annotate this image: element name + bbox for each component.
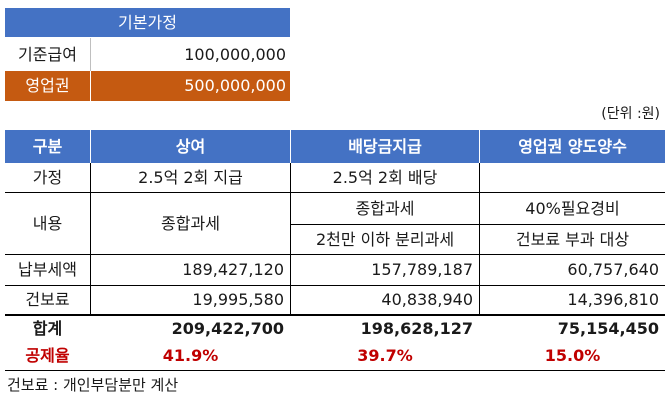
row-tax-dividend: 157,789,187 [371, 260, 473, 279]
grid-line [5, 285, 665, 286]
assumptions-title: 기본가정 [5, 8, 290, 37]
grid-line [5, 254, 665, 255]
grid-line-total-separator [5, 314, 665, 316]
row-deduction-dividend: 39.7% [357, 346, 413, 365]
assumptions-title-text: 기본가정 [118, 12, 177, 32]
row-assumption-label: 가정 [32, 167, 63, 187]
grid-vline [290, 163, 291, 314]
assumption-value-base-salary: 100,000,000 [184, 44, 286, 64]
row-content-label: 내용 [32, 213, 63, 233]
grid-line [5, 192, 665, 193]
row-deduction-bonus: 41.9% [162, 346, 219, 365]
grid-vline [479, 163, 480, 314]
row-total-goodwill: 75,154,450 [557, 319, 659, 338]
row-health-goodwill: 14,396,810 [567, 290, 659, 309]
row-health-label: 건보료 [25, 290, 70, 309]
footnote: 건보료 : 개인부담분만 계산 [7, 376, 179, 394]
grid-vline [90, 163, 91, 314]
grid-line [291, 224, 665, 225]
row-content-goodwill-line2: 건보료 부과 대상 [515, 229, 630, 249]
row-content-dividend-line1: 종합과세 [355, 198, 415, 218]
row-content-goodwill-line1: 40%필요경비 [525, 198, 620, 218]
row-health-dividend: 40,838,940 [381, 290, 473, 309]
row-assumption-bonus: 2.5억 2회 지급 [138, 167, 243, 187]
table-header-row [5, 130, 665, 163]
row-tax-label: 납부세액 [18, 260, 77, 279]
row-health-bonus: 19,995,580 [192, 290, 284, 309]
row-total-dividend: 198,628,127 [360, 319, 473, 338]
row-total-bonus: 209,422,700 [171, 319, 284, 338]
assumption-label-goodwill: 영업권 [5, 71, 90, 101]
row-total-label: 합계 [32, 319, 63, 338]
row-deduction-goodwill: 15.0% [544, 346, 601, 365]
header-category: 구분 [32, 136, 63, 156]
assumptions-divider [90, 38, 91, 71]
assumption-value-goodwill: 500,000,000 [91, 71, 290, 101]
row-content-dividend-line2: 2천만 이하 분리과세 [315, 229, 455, 249]
header-dividend: 배당금지급 [348, 136, 422, 156]
row-deduction-label: 공제율 [25, 346, 70, 365]
row-tax-goodwill: 60,757,640 [567, 260, 659, 279]
row-assumption-goodwill [480, 163, 665, 192]
grid-line-bottom [5, 370, 665, 371]
row-tax-bonus: 189,427,120 [182, 260, 284, 279]
assumption-label-base-salary: 기준급여 [18, 44, 77, 64]
header-goodwill: 영업권 양도양수 [518, 136, 627, 156]
unit-note: (단위 :원) [601, 106, 660, 122]
row-content-bonus: 종합과세 [161, 213, 220, 233]
row-assumption-dividend: 2.5억 2회 배당 [332, 167, 438, 187]
header-bonus: 상여 [175, 136, 206, 156]
